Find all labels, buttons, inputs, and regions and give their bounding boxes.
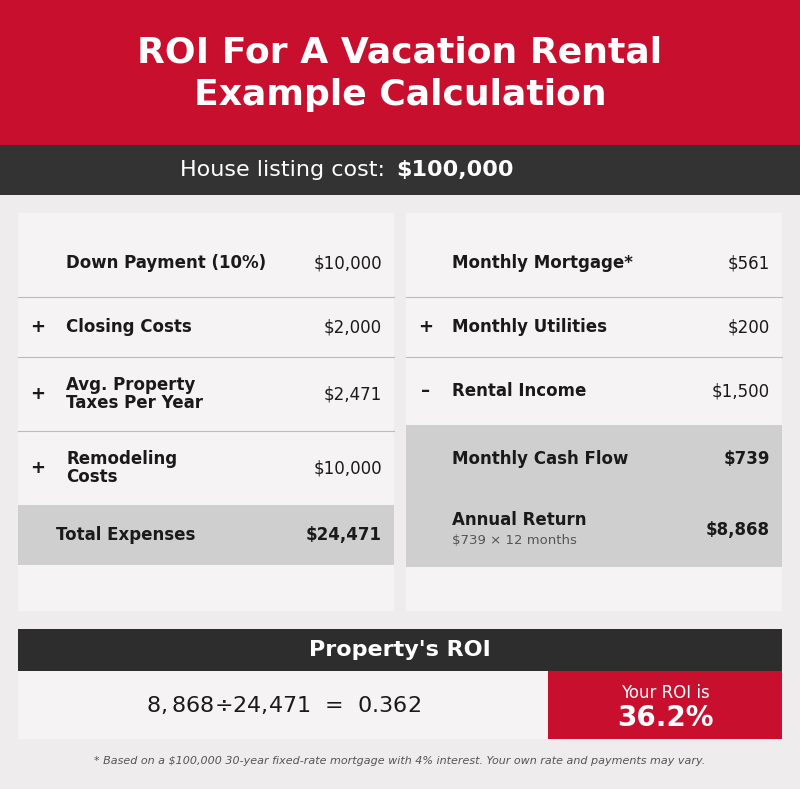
Text: Remodeling: Remodeling: [66, 450, 177, 468]
Text: Property's ROI: Property's ROI: [309, 640, 491, 660]
Text: $739 × 12 months: $739 × 12 months: [452, 533, 577, 547]
Text: $2,000: $2,000: [324, 318, 382, 336]
Text: Costs: Costs: [66, 468, 118, 486]
Text: $561: $561: [728, 254, 770, 272]
Text: $10,000: $10,000: [314, 459, 382, 477]
Text: $200: $200: [728, 318, 770, 336]
Text: Total Expenses: Total Expenses: [56, 526, 195, 544]
Text: Your ROI is: Your ROI is: [621, 684, 710, 702]
Text: $1,500: $1,500: [712, 382, 770, 400]
Bar: [0, 145, 800, 195]
Text: Taxes Per Year: Taxes Per Year: [66, 394, 203, 412]
Text: Example Calculation: Example Calculation: [194, 77, 606, 111]
Text: +: +: [30, 318, 46, 336]
Text: +: +: [30, 385, 46, 403]
Text: $2,471: $2,471: [324, 385, 382, 403]
Text: Monthly Cash Flow: Monthly Cash Flow: [452, 450, 628, 468]
Text: Rental Income: Rental Income: [452, 382, 586, 400]
Text: Monthly Utilities: Monthly Utilities: [452, 318, 607, 336]
Bar: [406, 493, 782, 567]
Bar: [18, 213, 394, 611]
Bar: [406, 425, 782, 493]
Text: –: –: [422, 382, 430, 400]
Text: Down Payment (10%): Down Payment (10%): [66, 254, 266, 272]
Text: Annual Return: Annual Return: [452, 511, 586, 529]
Text: +: +: [418, 318, 434, 336]
Text: Closing Costs: Closing Costs: [66, 318, 192, 336]
Bar: [548, 671, 782, 739]
Text: Monthly Mortgage*: Monthly Mortgage*: [452, 254, 633, 272]
Text: Avg. Property: Avg. Property: [66, 376, 195, 394]
Bar: [18, 505, 394, 565]
Text: ROI For A Vacation Rental: ROI For A Vacation Rental: [138, 36, 662, 69]
Text: 36.2%: 36.2%: [617, 704, 714, 732]
Text: $10,000: $10,000: [314, 254, 382, 272]
Text: $8,868  ÷  $24,471  =  0.362: $8,868 ÷ $24,471 = 0.362: [146, 694, 421, 716]
Text: +: +: [30, 459, 46, 477]
Text: House listing cost:: House listing cost:: [180, 160, 392, 180]
Bar: [18, 629, 782, 671]
Text: $8,868: $8,868: [706, 521, 770, 539]
Bar: [406, 213, 782, 611]
Text: $100,000: $100,000: [396, 160, 514, 180]
Bar: [0, 0, 800, 145]
Text: * Based on a $100,000 30-year fixed-rate mortgage with 4% interest. Your own rat: * Based on a $100,000 30-year fixed-rate…: [94, 756, 706, 766]
Text: $24,471: $24,471: [306, 526, 382, 544]
Text: $739: $739: [723, 450, 770, 468]
Bar: [18, 671, 548, 739]
